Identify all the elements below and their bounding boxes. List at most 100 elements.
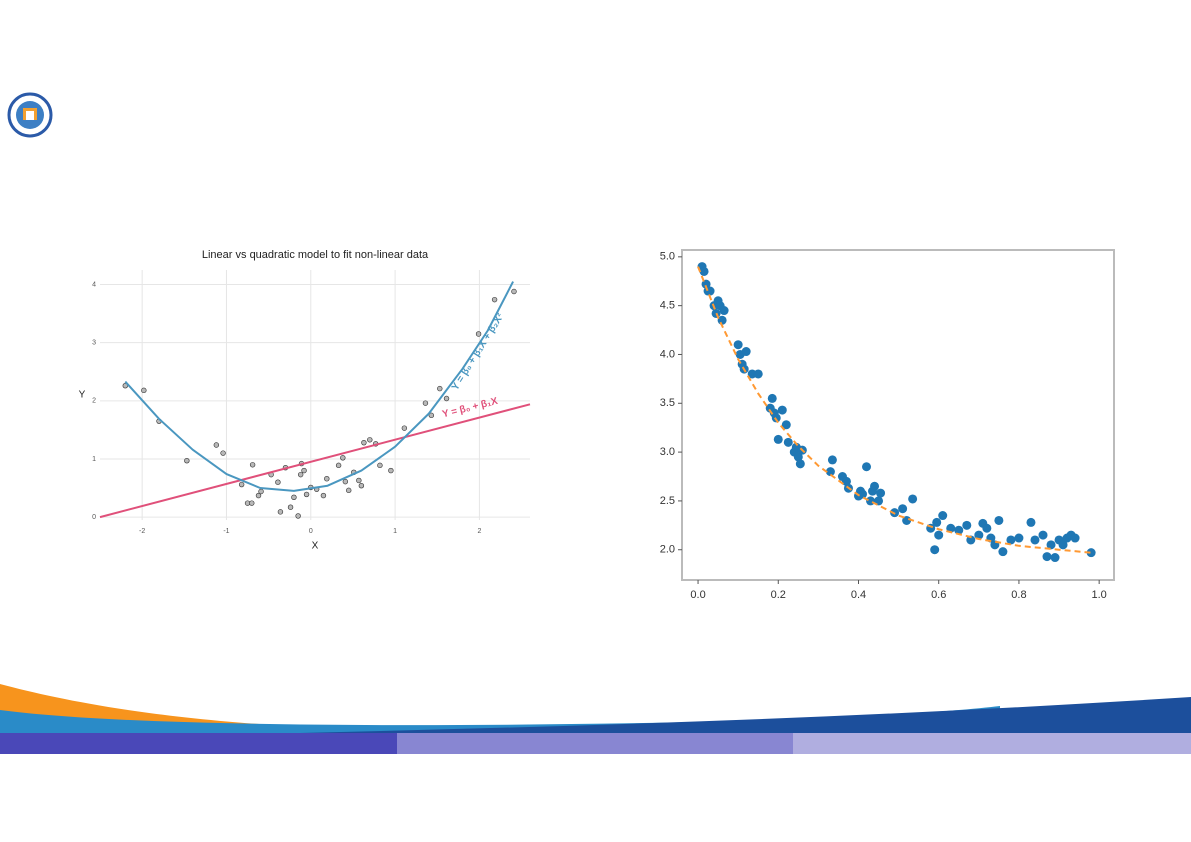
- data-point: [998, 547, 1008, 557]
- data-point: [335, 462, 342, 469]
- data-point: [974, 530, 984, 540]
- y-tick-label: 4.0: [660, 348, 675, 360]
- data-point: [1050, 553, 1060, 563]
- annotation: Y = β₀ + β₁X + β₂X²: [450, 311, 507, 393]
- data-point: [388, 467, 394, 474]
- data-point: [1006, 535, 1016, 545]
- data-point: [930, 545, 940, 555]
- data-point: [827, 455, 837, 465]
- y-axis-label: Y: [79, 390, 86, 401]
- x-tick-label: 0.8: [1011, 589, 1026, 601]
- data-point: [295, 513, 301, 519]
- data-point: [795, 459, 805, 469]
- data-point: [342, 478, 349, 485]
- y-tick-label: 3.5: [660, 397, 675, 409]
- data-point: [320, 492, 327, 499]
- data-point: [340, 455, 346, 461]
- data-point: [422, 400, 429, 406]
- data-point: [358, 482, 365, 489]
- data-point: [287, 504, 294, 510]
- data-point: [1038, 530, 1048, 540]
- data-point: [346, 487, 352, 494]
- data-point: [437, 385, 443, 392]
- data-point: [858, 489, 868, 499]
- data-point: [141, 387, 147, 394]
- data-point: [301, 467, 307, 474]
- data-point: [475, 331, 482, 337]
- fit-line: [124, 281, 514, 492]
- data-point: [862, 462, 872, 472]
- data-point: [741, 347, 751, 357]
- data-point: [793, 452, 803, 462]
- data-point: [401, 425, 408, 431]
- y-tick-label: 4.5: [660, 300, 675, 312]
- data-point: [962, 520, 972, 530]
- data-point: [249, 462, 256, 468]
- x-tick-label: 0.2: [771, 589, 786, 601]
- data-point: [1014, 533, 1024, 543]
- data-point: [841, 476, 851, 486]
- x-tick-label: 1: [393, 528, 397, 535]
- fit-line: [99, 403, 531, 519]
- data-point: [1086, 548, 1096, 558]
- x-tick-label: 2: [477, 528, 481, 535]
- data-point: [777, 405, 787, 415]
- data-point: [783, 437, 793, 447]
- data-point: [249, 500, 255, 506]
- x-tick-label: 1.0: [1092, 589, 1107, 601]
- y-tick-label: 5.0: [660, 251, 675, 263]
- data-point: [1030, 535, 1040, 545]
- y-tick-label: 0: [92, 514, 96, 521]
- data-point: [258, 488, 264, 495]
- data-point: [275, 479, 281, 485]
- data-point: [870, 481, 880, 491]
- data-point: [994, 515, 1004, 525]
- data-point: [277, 509, 284, 515]
- data-point: [213, 442, 220, 448]
- data-point: [825, 467, 835, 477]
- data-point: [733, 340, 743, 350]
- data-point: [377, 462, 383, 469]
- y-tick-label: 2.5: [660, 495, 675, 507]
- data-point: [753, 369, 763, 379]
- data-point: [946, 523, 956, 533]
- data-point: [898, 504, 908, 514]
- logo: [7, 92, 53, 138]
- y-tick-label: 1: [92, 456, 96, 463]
- data-point: [255, 492, 262, 499]
- y-tick-label: 3.0: [660, 446, 675, 458]
- data-point: [701, 279, 711, 289]
- data-point: [767, 393, 777, 403]
- data-point: [291, 494, 297, 501]
- data-point: [773, 434, 783, 444]
- data-point: [938, 511, 948, 521]
- chart-title: Linear vs quadratic model to fit non-lin…: [202, 249, 429, 261]
- data-point: [1046, 540, 1056, 550]
- data-point: [361, 439, 367, 446]
- plot-frame: [681, 249, 1115, 581]
- data-point: [966, 535, 976, 545]
- data-point: [491, 296, 498, 303]
- annotation: Y = β₀ + β₁X: [441, 396, 499, 420]
- data-point: [934, 530, 944, 540]
- y-tick-label: 2: [92, 398, 96, 405]
- data-point: [699, 266, 709, 276]
- data-point: [1058, 540, 1068, 550]
- data-point: [908, 494, 918, 504]
- x-tick-label: -2: [139, 528, 145, 535]
- data-point: [324, 476, 330, 482]
- x-tick-label: 0.4: [851, 589, 866, 601]
- data-point: [1070, 533, 1080, 543]
- x-tick-label: 0.6: [931, 589, 946, 601]
- chart: -2 -1 0 1 2 0 1 2 3 4 Linear vs quadratic model to…: [79, 249, 531, 552]
- chart: 0.0 0.2 0.4 0.6 0.8 1.0 2.0 2.5 3.0 3.5 4.0 4.5 5.0: [660, 249, 1115, 601]
- data-point: [1042, 552, 1052, 562]
- data-point: [866, 496, 876, 506]
- y-tick-label: 3: [92, 340, 96, 347]
- data-point: [184, 457, 190, 464]
- data-point: [303, 491, 310, 498]
- x-tick-label: -1: [223, 528, 229, 535]
- x-tick-label: 0: [309, 528, 313, 535]
- x-axis-label: X: [312, 541, 319, 552]
- data-point: [1026, 517, 1036, 527]
